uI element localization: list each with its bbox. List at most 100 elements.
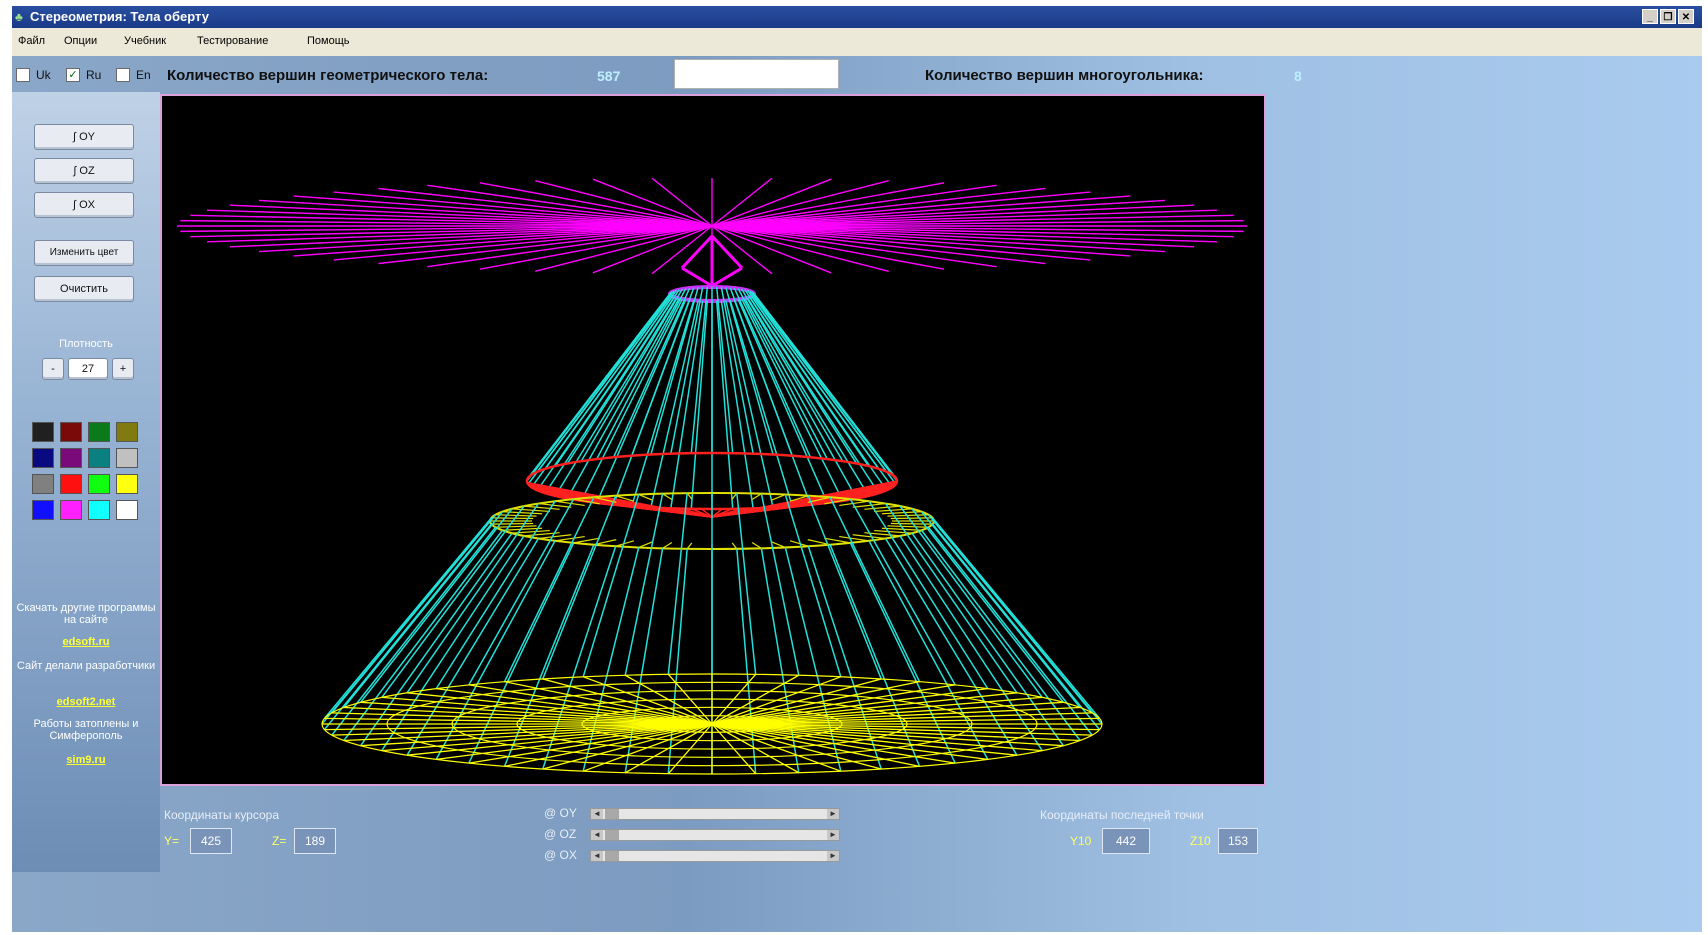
upper-cone-line <box>531 291 672 476</box>
middle-ring-line <box>638 494 653 501</box>
lower-cone-line <box>331 514 497 714</box>
lang-en-checkbox[interactable] <box>116 68 130 82</box>
top-disc-spoke <box>479 225 713 270</box>
vertex-count-input[interactable] <box>674 59 839 89</box>
tip-edge <box>711 266 743 288</box>
app-icon: ♣ <box>15 10 23 24</box>
color-swatch[interactable] <box>32 500 54 520</box>
lower-cone-line <box>343 529 504 741</box>
top-disc-spoke <box>190 214 713 227</box>
color-swatch[interactable] <box>116 448 138 468</box>
upper-cone-line <box>631 300 695 507</box>
lang-uk-checkbox[interactable] <box>16 68 30 82</box>
middle-ring-line <box>573 498 600 505</box>
clear-button[interactable]: Очистить <box>34 276 134 302</box>
lower-cone-line <box>911 508 1064 703</box>
top-disc-spoke <box>711 204 1195 227</box>
upper-cone-line <box>737 288 829 460</box>
color-swatch[interactable] <box>88 422 110 442</box>
bottom-disc-ring <box>386 681 1038 767</box>
color-swatch[interactable] <box>60 448 82 468</box>
top-disc-spoke <box>711 225 1234 238</box>
window-title: Стереометрия: Тела оберту <box>30 9 209 24</box>
site-link-2[interactable]: edsoft2.net <box>56 696 116 708</box>
lang-ru-checkbox[interactable]: ✓ <box>66 68 80 82</box>
solid-vertices-value: 587 <box>597 68 621 84</box>
top-disc-spoke <box>479 182 713 227</box>
color-swatch[interactable] <box>88 500 110 520</box>
top-disc-spoke <box>592 225 713 274</box>
slider-oz-label: @ OZ <box>544 827 577 841</box>
lower-cone-line <box>884 538 1018 756</box>
middle-ring-line <box>771 541 786 548</box>
upper-cone-line <box>566 289 680 464</box>
top-disc-spoke <box>711 225 1244 233</box>
middle-ring-line <box>807 496 831 503</box>
rotate-oz-button[interactable]: ∫ OZ <box>34 158 134 184</box>
rotate-oy-slider[interactable]: ◄ ► <box>590 808 840 820</box>
menu-textbook[interactable]: Учебник <box>124 35 167 47</box>
top-disc-spoke <box>229 225 713 248</box>
density-minus-button[interactable]: - <box>42 358 64 380</box>
maximize-button[interactable]: ❐ <box>1660 9 1676 24</box>
top-disc-spoke <box>293 225 713 257</box>
middle-ring-line <box>771 494 786 501</box>
site-link-3[interactable]: sim9.ru <box>66 754 106 766</box>
menu-testing[interactable]: Тестирование <box>197 35 269 47</box>
color-swatch[interactable] <box>32 448 54 468</box>
rotate-ox-slider[interactable]: ◄ ► <box>590 850 840 862</box>
lower-cone-line <box>899 505 1043 698</box>
color-swatch[interactable] <box>88 448 110 468</box>
color-swatch[interactable] <box>32 474 54 494</box>
menu-help[interactable]: Помощь <box>307 35 350 47</box>
top-disc-spoke <box>711 225 997 268</box>
color-swatch[interactable] <box>60 422 82 442</box>
color-swatch[interactable] <box>116 474 138 494</box>
middle-ring-line <box>615 540 635 547</box>
lower-cone-line <box>331 526 497 736</box>
lower-cone-line <box>884 503 1018 694</box>
color-swatch[interactable] <box>60 474 82 494</box>
polygon-vertices-value: 8 <box>1294 68 1302 84</box>
middle-ring-line <box>593 496 617 503</box>
top-disc-spoke <box>711 225 1046 265</box>
drawing-canvas[interactable] <box>160 94 1266 786</box>
site-link-1[interactable]: edsoft.ru <box>62 636 110 648</box>
top-disc-spoke <box>711 195 1131 227</box>
top-disc-spoke <box>651 225 713 275</box>
top-disc-spoke <box>427 184 713 227</box>
middle-ring-line <box>731 492 738 500</box>
last-z-value: 153 <box>1218 828 1258 854</box>
close-button[interactable]: ✕ <box>1678 9 1694 24</box>
middle-ring-line <box>538 502 572 508</box>
upper-cone-line <box>715 300 734 509</box>
color-swatch[interactable] <box>88 474 110 494</box>
rotate-oz-slider[interactable]: ◄ ► <box>590 829 840 841</box>
rotate-ox-button[interactable]: ∫ OX <box>34 192 134 218</box>
middle-ring-line <box>523 505 560 510</box>
middle-ring-line <box>789 495 809 502</box>
upper-cone-line <box>746 297 870 497</box>
color-swatch[interactable] <box>60 500 82 520</box>
density-input[interactable]: 27 <box>68 358 108 380</box>
menu-options[interactable]: Опции <box>64 35 98 47</box>
color-swatch[interactable] <box>32 422 54 442</box>
color-swatch[interactable] <box>116 422 138 442</box>
top-disc-spoke <box>293 195 713 227</box>
middle-ring-line <box>511 508 550 513</box>
lower-cone-line <box>807 495 882 680</box>
left-panel: ∫ OY ∫ OZ ∫ OX Изменить цвет Очистить Пл… <box>12 92 160 872</box>
upper-cone-line <box>650 287 699 455</box>
lower-cone-line <box>667 548 688 774</box>
rotate-oy-button[interactable]: ∫ OY <box>34 124 134 150</box>
lower-cone-line <box>360 532 513 747</box>
top-disc-spoke <box>535 180 713 227</box>
color-swatch[interactable] <box>116 500 138 520</box>
lower-cone-line <box>920 529 1081 741</box>
middle-ring-line <box>824 498 851 505</box>
minimize-button[interactable]: _ <box>1642 9 1658 24</box>
change-color-button[interactable]: Изменить цвет <box>34 240 134 266</box>
top-disc-spoke <box>333 191 713 227</box>
menu-file[interactable]: Файл <box>18 35 46 47</box>
density-plus-button[interactable]: + <box>112 358 134 380</box>
